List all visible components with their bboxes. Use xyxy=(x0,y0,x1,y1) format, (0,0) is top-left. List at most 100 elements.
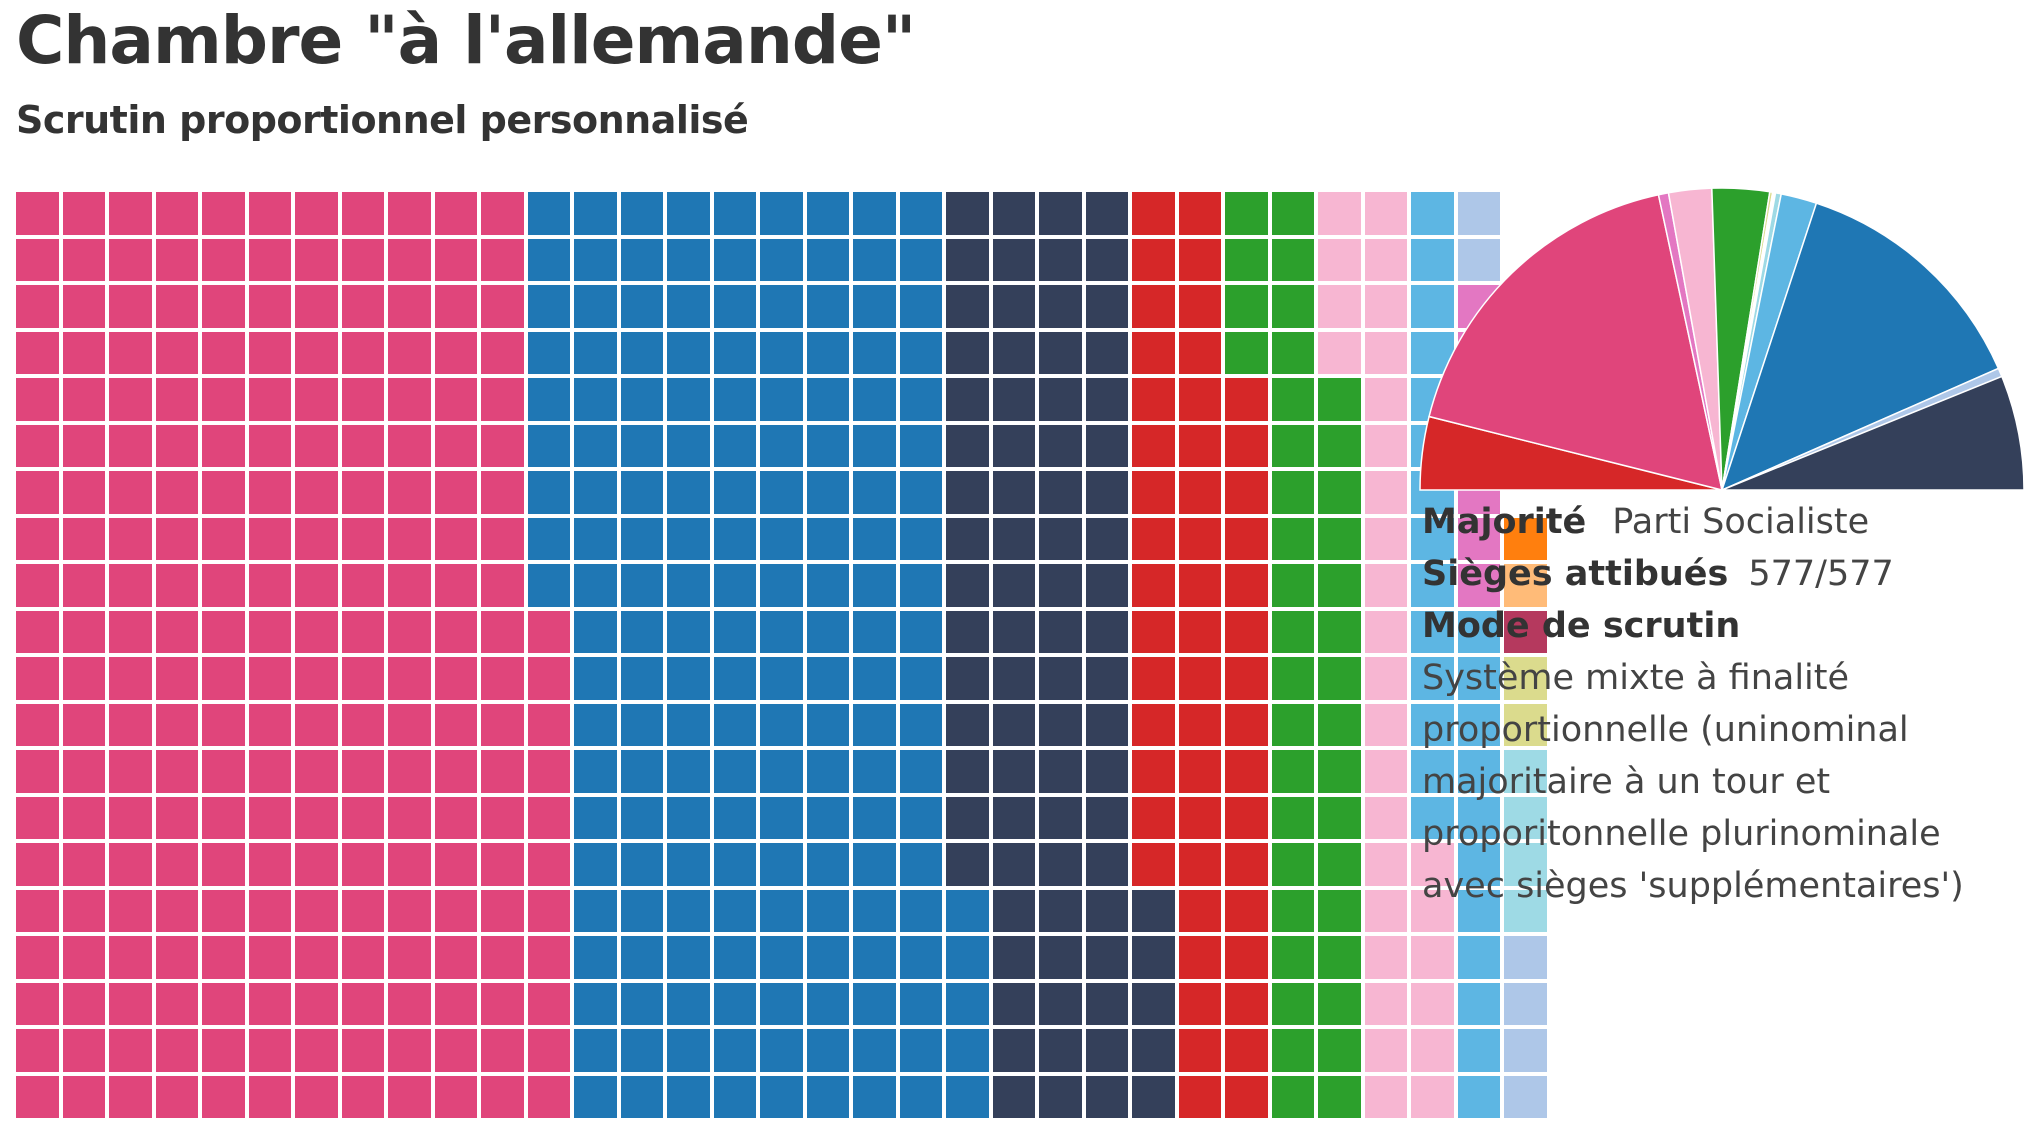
seat-square xyxy=(1457,982,1500,1025)
seat-square xyxy=(899,285,942,328)
seat-square xyxy=(574,517,617,560)
seat-square xyxy=(1504,564,1547,607)
seat-square xyxy=(992,238,1035,281)
seat-square xyxy=(527,378,570,421)
seat-square xyxy=(1411,889,1454,932)
seat-square xyxy=(295,982,338,1025)
seat-square xyxy=(16,285,59,328)
seat-square xyxy=(248,750,291,793)
seat-square xyxy=(1504,796,1547,839)
seat-square xyxy=(1178,331,1221,374)
seat-square xyxy=(527,610,570,653)
seat-square xyxy=(388,843,431,886)
waffle-chart xyxy=(16,192,1551,1122)
seat-square xyxy=(713,517,756,560)
seat-square xyxy=(899,378,942,421)
seat-square xyxy=(1085,471,1128,514)
seat-square xyxy=(1085,936,1128,979)
seat-square xyxy=(1225,796,1268,839)
seat-square xyxy=(713,610,756,653)
seat-square xyxy=(1132,796,1175,839)
seat-square xyxy=(1364,843,1407,886)
seat-square xyxy=(155,192,198,235)
seat-square xyxy=(760,750,803,793)
seat-square xyxy=(760,564,803,607)
seat-square xyxy=(1178,796,1221,839)
seat-square xyxy=(899,1029,942,1072)
seat-square xyxy=(853,192,896,235)
seat-square xyxy=(806,703,849,746)
seat-square xyxy=(248,610,291,653)
seat-square xyxy=(481,703,524,746)
seat-square xyxy=(992,424,1035,467)
seat-square xyxy=(109,936,152,979)
seat-square xyxy=(434,750,477,793)
seat-square xyxy=(341,703,384,746)
seat-square xyxy=(1178,192,1221,235)
seat-square xyxy=(109,331,152,374)
seat-square xyxy=(434,471,477,514)
seat-square xyxy=(899,936,942,979)
seat-square xyxy=(1085,285,1128,328)
seat-square xyxy=(155,238,198,281)
seat-square xyxy=(388,192,431,235)
seat-square xyxy=(992,889,1035,932)
seat-square xyxy=(481,1075,524,1118)
seat-square xyxy=(109,1029,152,1072)
seat-square xyxy=(946,424,989,467)
seat-square xyxy=(946,238,989,281)
seat-square xyxy=(760,192,803,235)
seat-square xyxy=(1132,285,1175,328)
mode-label: Mode de scrutin xyxy=(1422,606,1741,646)
seat-square xyxy=(806,378,849,421)
seat-square xyxy=(248,889,291,932)
seat-square xyxy=(527,192,570,235)
seat-square xyxy=(341,285,384,328)
seat-square xyxy=(248,471,291,514)
seat-square xyxy=(899,843,942,886)
seat-square xyxy=(1364,192,1407,235)
seat-square xyxy=(527,331,570,374)
seat-square xyxy=(713,1075,756,1118)
seat-square xyxy=(16,331,59,374)
seat-square xyxy=(620,982,663,1025)
seat-square xyxy=(202,982,245,1025)
seat-square xyxy=(1039,750,1082,793)
seat-square xyxy=(574,1029,617,1072)
seat-square xyxy=(853,238,896,281)
seat-square xyxy=(1504,750,1547,793)
seat-square xyxy=(109,796,152,839)
seat-square xyxy=(295,843,338,886)
seat-square xyxy=(760,936,803,979)
seat-square xyxy=(295,517,338,560)
seat-square xyxy=(992,936,1035,979)
seat-square xyxy=(574,331,617,374)
seat-square xyxy=(16,843,59,886)
seat-square xyxy=(899,750,942,793)
seat-square xyxy=(16,517,59,560)
seat-square xyxy=(481,564,524,607)
seat-square xyxy=(1271,471,1314,514)
seat-square xyxy=(620,331,663,374)
seat-square xyxy=(1178,285,1221,328)
seat-square xyxy=(1364,936,1407,979)
seat-square xyxy=(1225,657,1268,700)
seat-square xyxy=(1504,1029,1547,1072)
chart-subtitle: Scrutin proportionnel personnalisé xyxy=(16,98,749,142)
seat-square xyxy=(527,564,570,607)
seat-square xyxy=(527,796,570,839)
seat-square xyxy=(481,796,524,839)
seat-square xyxy=(992,1075,1035,1118)
seat-square xyxy=(1039,657,1082,700)
seat-square xyxy=(527,1075,570,1118)
seat-square xyxy=(1411,703,1454,746)
seat-square xyxy=(1504,889,1547,932)
seat-square xyxy=(388,750,431,793)
seat-square xyxy=(202,424,245,467)
seat-square xyxy=(481,192,524,235)
seat-square xyxy=(248,564,291,607)
seat-square xyxy=(341,331,384,374)
seat-square xyxy=(295,285,338,328)
seat-square xyxy=(992,517,1035,560)
seat-square xyxy=(109,889,152,932)
